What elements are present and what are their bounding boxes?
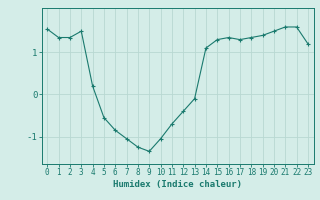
X-axis label: Humidex (Indice chaleur): Humidex (Indice chaleur) (113, 180, 242, 189)
